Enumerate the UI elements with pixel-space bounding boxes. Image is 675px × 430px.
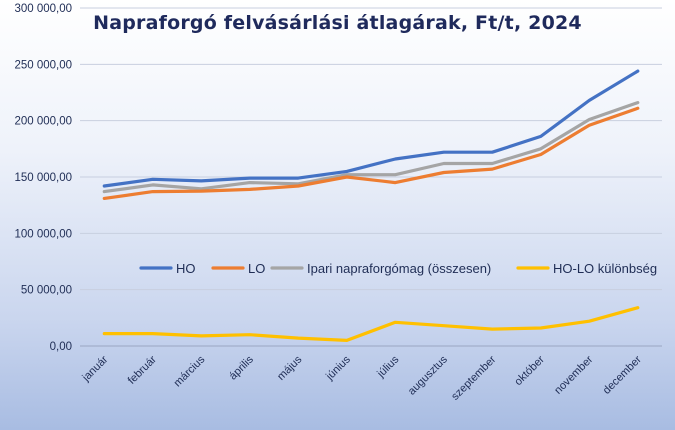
x-tick-label: március: [172, 353, 208, 389]
legend-label: LO: [248, 261, 265, 276]
y-axis-ticks: 0,00 50 000,00 100 000,00 150 000,00 200 000…: [14, 3, 72, 353]
series-line-lo: [102, 106, 640, 200]
x-tick-label: október: [512, 353, 547, 388]
x-tick-label: június: [323, 353, 353, 383]
y-tick-label: 200 000,00: [14, 116, 72, 128]
y-tick-label: 250 000,00: [14, 59, 72, 71]
x-tick-label: augusztus: [406, 353, 450, 397]
x-tick-label: szeptember: [449, 353, 498, 402]
legend-label: Ipari napraforgómag (összesen): [307, 261, 491, 276]
gridlines: [80, 7, 662, 347]
series-line-ho-lo-k-l-nbs-g: [102, 306, 640, 342]
x-axis-ticks: január február március április május június jú…: [80, 353, 645, 402]
x-tick-label: január: [80, 353, 111, 384]
y-tick-label: 0,00: [50, 341, 72, 353]
legend-label: HO-LO különbség: [553, 261, 657, 276]
legend-label: HO: [176, 261, 196, 276]
y-tick-label: 100 000,00: [14, 228, 72, 240]
y-tick-label: 300 000,00: [14, 3, 72, 15]
series-line-ho: [102, 69, 640, 188]
series-line-ipari-napraforg-mag-sszesen: [102, 100, 640, 194]
y-tick-label: 150 000,00: [14, 172, 72, 184]
series-lines: [102, 69, 640, 342]
chart-title: Napraforgó felvásárlási átlagárak, Ft/t,…: [93, 12, 582, 34]
x-tick-label: április: [227, 353, 256, 382]
y-tick-label: 50 000,00: [21, 285, 72, 297]
x-tick-label: december: [601, 353, 644, 396]
x-tick-label: május: [275, 353, 305, 383]
x-tick-label: február: [126, 353, 159, 386]
legend: HO LO Ipari napraforgómag (összesen) HO-LO …: [139, 261, 657, 276]
x-tick-label: november: [552, 353, 595, 396]
x-tick-label: július: [374, 353, 401, 380]
